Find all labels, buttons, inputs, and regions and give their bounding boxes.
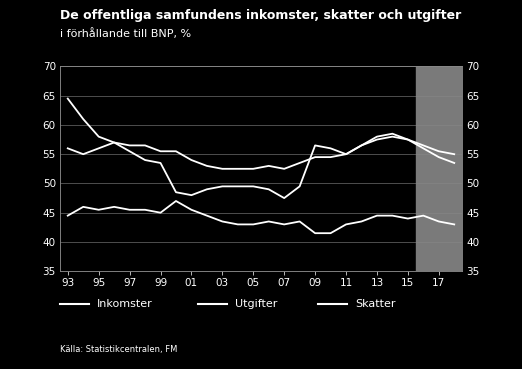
Text: Skatter: Skatter	[355, 299, 396, 310]
Text: Utgifter: Utgifter	[235, 299, 277, 310]
Bar	[416, 66, 462, 271]
Text: De offentliga samfundens inkomster, skatter och utgifter: De offentliga samfundens inkomster, skat…	[60, 9, 461, 22]
Text: Källa: Statistikcentralen, FM: Källa: Statistikcentralen, FM	[60, 345, 177, 354]
Text: i förhållande till BNP, %: i förhållande till BNP, %	[60, 28, 191, 39]
Text: Inkomster: Inkomster	[97, 299, 152, 310]
